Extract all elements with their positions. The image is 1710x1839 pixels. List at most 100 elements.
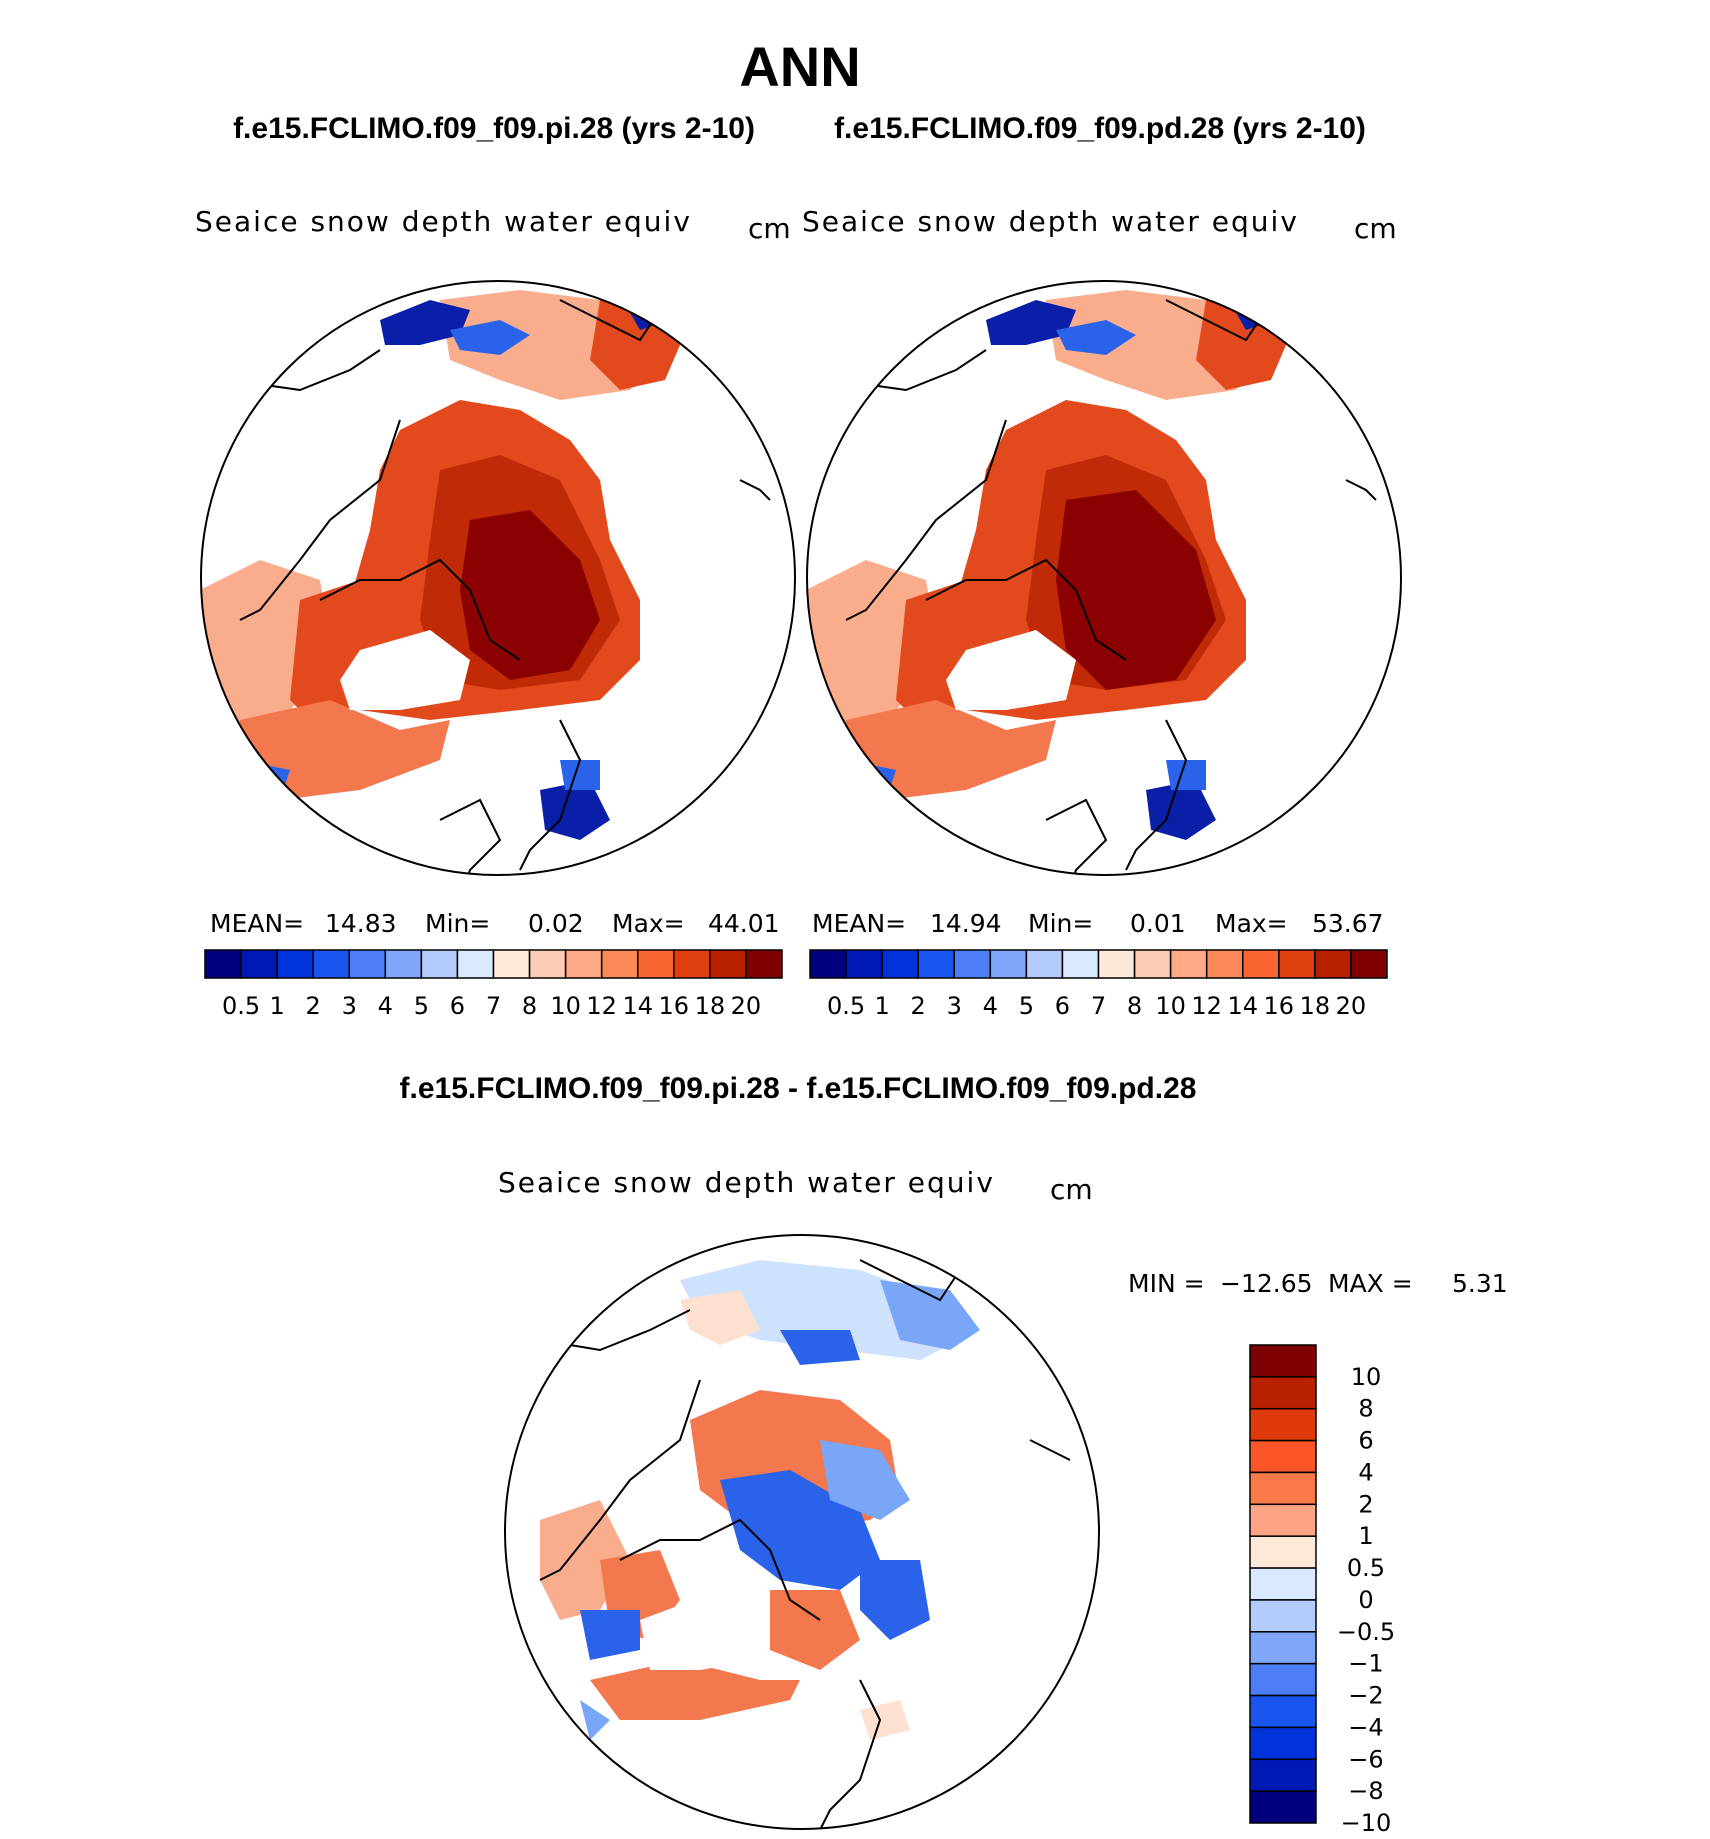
colorbar-diff-tick-label: 4 — [1358, 1458, 1373, 1486]
variable-label-diff: Seaice snow depth water equiv — [498, 1166, 995, 1199]
colorbar-pi-tick-label: 1 — [269, 992, 284, 1020]
colorbar-diff-tick-label: −1 — [1348, 1650, 1383, 1678]
colorbar-diff-swatch — [1249, 1631, 1317, 1665]
colorbar-diff-swatch — [1249, 1407, 1317, 1442]
colorbar-pd-swatch — [1061, 949, 1100, 979]
stat-value: 0.02 — [528, 909, 584, 938]
colorbar-diff-swatch — [1249, 1662, 1317, 1697]
colorbar-pi-swatch — [745, 949, 783, 979]
colorbar-pd-swatch — [989, 949, 1028, 979]
map-pi — [200, 280, 796, 876]
colorbar-pd-swatch — [1169, 949, 1208, 979]
colorbar-pi-swatch — [348, 949, 387, 979]
stat-label: Min= — [425, 909, 490, 938]
stat-label: MAX = — [1328, 1269, 1413, 1298]
stat-value: 5.31 — [1452, 1269, 1508, 1298]
colorbar-pi-tick-label: 12 — [586, 992, 617, 1020]
case-title-pd: f.e15.FCLIMO.f09_f09.pd.28 (yrs 2-10) — [834, 112, 1366, 145]
units-label-pi: cm — [748, 212, 791, 245]
colorbar-pi-tick-label: 5 — [414, 992, 429, 1020]
colorbar-pi-swatch — [420, 949, 459, 979]
colorbar-diff-tick-label: 6 — [1358, 1427, 1373, 1455]
colorbar-pi-swatch — [204, 949, 242, 979]
colorbar-pi-swatch — [276, 949, 314, 979]
colorbar-pd-swatch — [1278, 949, 1316, 979]
colorbar-pi-tick-label: 7 — [486, 992, 501, 1020]
stat-value: 14.94 — [930, 909, 1002, 938]
colorbar-diff-tick-label: −2 — [1348, 1682, 1383, 1710]
colorbar-pi: 0.5 1 2 3 4 5 6 7 8 10 12 14 16 18 20 — [204, 949, 783, 1020]
colorbar-pi-swatch — [673, 949, 711, 979]
colorbar-diff-swatch — [1249, 1790, 1317, 1824]
colorbar-pd-swatch — [953, 949, 992, 979]
diff-title: f.e15.FCLIMO.f09_f09.pi.28 - f.e15.FCLIM… — [400, 1072, 1197, 1105]
colorbar-pd-swatch — [845, 949, 883, 979]
colorbar-pd-swatch — [917, 949, 955, 979]
colorbar-pd-swatch — [881, 949, 919, 979]
colorbar-diff-tick-label: 2 — [1358, 1490, 1373, 1518]
colorbar-diff-tick-label: 0 — [1358, 1586, 1373, 1614]
stat-label: MEAN= — [210, 909, 304, 938]
colorbar-pd-swatch — [809, 949, 847, 979]
colorbar-pi-tick-label: 16 — [659, 992, 690, 1020]
colorbar-pi-swatch — [384, 949, 423, 979]
diff-stats: MIN = −12.65 MAX = 5.31 — [1128, 1269, 1508, 1298]
colorbar-pi-swatch — [709, 949, 747, 979]
colorbar-pd-tick-label: 10 — [1155, 992, 1186, 1020]
colorbar-diff-swatch — [1249, 1535, 1317, 1569]
colorbar-pd-tick-label: 5 — [1019, 992, 1034, 1020]
colorbar-pd-tick-label: 7 — [1091, 992, 1106, 1020]
colorbar-diff-swatch — [1249, 1344, 1317, 1378]
colorbar-diff-tick-label: 1 — [1358, 1522, 1373, 1550]
figure-title: ANN — [739, 35, 860, 98]
stat-label: Min= — [1028, 909, 1093, 938]
map-diff — [504, 1234, 1100, 1830]
colorbar-diff-swatch — [1249, 1503, 1317, 1537]
colorbar-diff-tick-label: −4 — [1348, 1713, 1383, 1741]
colorbar-pi-tick-label: 10 — [550, 992, 581, 1020]
units-label-diff: cm — [1050, 1173, 1093, 1206]
colorbar-diff-swatch — [1249, 1758, 1317, 1792]
colorbar-pi-tick-label: 6 — [450, 992, 465, 1020]
colorbar-pd-swatch — [1025, 949, 1064, 979]
colorbar-pd-tick-label: 1 — [874, 992, 889, 1020]
colorbar-diff-swatch — [1249, 1439, 1317, 1474]
stat-label: Max= — [612, 909, 685, 938]
colorbar-diff-swatch — [1249, 1599, 1317, 1633]
colorbar-pi-tick-label: 0.5 — [222, 992, 260, 1020]
colorbar-pi-swatch — [637, 949, 675, 979]
colorbar-diff-swatch — [1249, 1567, 1317, 1601]
stat-label: MEAN= — [812, 909, 906, 938]
map-pd — [806, 280, 1402, 876]
colorbar-pd-swatch — [1133, 949, 1172, 979]
colorbar-pd-swatch — [1350, 949, 1388, 979]
colorbar-diff: 10 8 6 4 2 1 0.5 0 −0.5 −1 −2 −4 −6 −8 −10 — [1249, 1344, 1395, 1837]
stat-value: 53.67 — [1312, 909, 1384, 938]
colorbar-pd-swatch — [1205, 949, 1244, 979]
colorbar-pd-tick-label: 14 — [1227, 992, 1258, 1020]
colorbar-pi-tick-label: 8 — [522, 992, 537, 1020]
colorbar-pi-tick-label: 20 — [731, 992, 762, 1020]
colorbar-diff-tick-label: −6 — [1348, 1745, 1383, 1773]
colorbar-diff-tick-label: 0.5 — [1347, 1554, 1385, 1582]
colorbar-pi-tick-label: 3 — [342, 992, 357, 1020]
stat-label: MIN = — [1128, 1269, 1205, 1298]
colorbar-diff-tick-label: 10 — [1351, 1363, 1382, 1391]
units-label-pd: cm — [1354, 212, 1397, 245]
colorbar-pd-tick-label: 8 — [1127, 992, 1142, 1020]
stats-pi: MEAN= 14.83 Min= 0.02 Max= 44.01 — [210, 909, 780, 938]
colorbar-pd-tick-label: 16 — [1264, 992, 1295, 1020]
colorbar-pd-tick-label: 20 — [1336, 992, 1367, 1020]
stat-value: 44.01 — [708, 909, 780, 938]
colorbar-pi-tick-label: 14 — [622, 992, 653, 1020]
variable-label-pi: Seaice snow depth water equiv — [195, 205, 692, 238]
colorbar-pd: 0.5 1 2 3 4 5 6 7 8 10 12 14 16 18 20 — [809, 949, 1388, 1020]
colorbar-diff-swatch — [1249, 1726, 1317, 1761]
colorbar-diff-tick-label: −8 — [1348, 1777, 1383, 1805]
variable-label-pd: Seaice snow depth water equiv — [802, 205, 1299, 238]
colorbar-pd-tick-label: 12 — [1191, 992, 1222, 1020]
stats-pd: MEAN= 14.94 Min= 0.01 Max= 53.67 — [812, 909, 1384, 938]
stat-value: −12.65 — [1220, 1269, 1313, 1298]
colorbar-pi-swatch — [492, 949, 531, 979]
